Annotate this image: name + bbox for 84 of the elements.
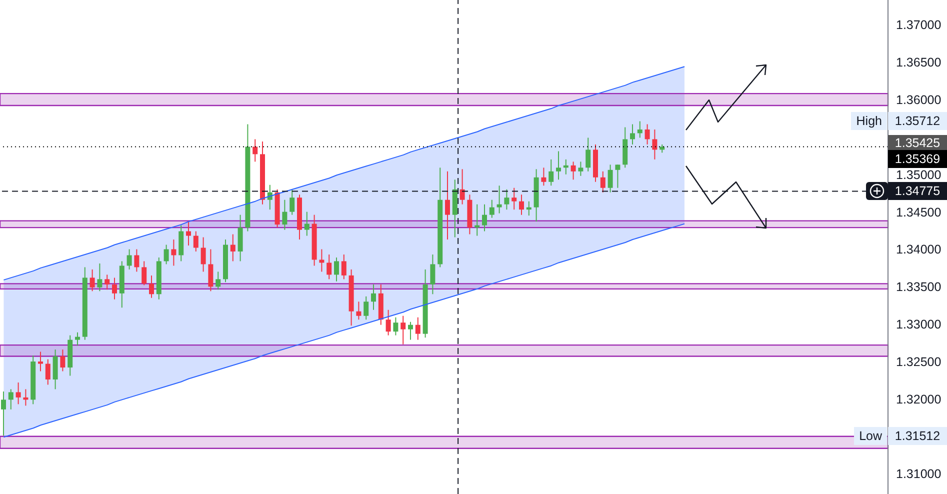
candlestick	[519, 194, 524, 216]
candlestick	[393, 316, 398, 336]
candlestick	[304, 211, 310, 236]
candlestick	[104, 274, 110, 290]
candlestick	[445, 170, 450, 240]
y-tick-label: 1.33000	[896, 318, 942, 332]
candlestick	[496, 185, 502, 214]
candlestick	[600, 170, 606, 193]
candlestick	[548, 158, 554, 186]
candlestick	[52, 349, 58, 390]
candlestick	[290, 188, 295, 216]
text: 1.31512	[888, 426, 947, 445]
y-tick-label: 1.33500	[896, 280, 942, 294]
candlestick	[252, 138, 258, 162]
candlestick	[615, 164, 620, 188]
candlestick	[16, 382, 21, 405]
candlestick	[97, 262, 102, 292]
y-tick-label: 1.32000	[896, 392, 942, 406]
candlestick	[586, 137, 591, 172]
candlestick	[408, 321, 413, 340]
candlestick	[430, 254, 436, 295]
candlestick	[326, 254, 332, 280]
candlestick	[282, 199, 288, 230]
ref-line-label: 1.34775	[888, 182, 947, 200]
candlestick	[364, 296, 369, 320]
candlestick	[142, 260, 147, 286]
candlestick	[341, 254, 346, 280]
candlestick	[482, 204, 487, 232]
candlestick	[504, 188, 510, 210]
candlestick	[186, 221, 191, 246]
candlestick	[60, 349, 66, 372]
candlestick	[164, 244, 169, 265]
candlestick	[171, 239, 176, 266]
candlestick	[371, 284, 376, 310]
candlestick	[134, 248, 140, 272]
y-tick-label: 1.36500	[896, 56, 942, 70]
candlestick	[200, 236, 206, 272]
y-tick-label: 1.34500	[896, 205, 942, 220]
candlestick	[238, 214, 243, 262]
candlestick	[512, 187, 517, 210]
y-tick-label: 1.37000	[896, 18, 942, 32]
candlestick	[45, 358, 50, 386]
candlestick	[356, 301, 362, 320]
annotation: Low	[854, 426, 887, 445]
candlestick	[570, 161, 576, 180]
annotation: High	[851, 112, 887, 130]
candlestick	[178, 224, 184, 262]
y-tick-label: 1.35000	[896, 168, 942, 182]
candlestick	[112, 277, 117, 300]
candlestick	[541, 167, 546, 186]
candlestick	[38, 351, 43, 372]
ref-line-label: 1.35369	[888, 150, 947, 168]
candlestick	[334, 256, 339, 282]
candlestick	[608, 164, 613, 193]
candlestick	[1, 390, 6, 436]
line-series	[3, 66, 685, 280]
y-tick-label: 1.36000	[896, 92, 942, 107]
candlestick	[149, 274, 154, 298]
candlestick	[652, 128, 658, 160]
candlestick	[386, 309, 391, 336]
candlestick	[556, 150, 561, 180]
candlestick	[126, 248, 132, 270]
candlestick	[230, 234, 236, 262]
candlestick	[460, 168, 465, 205]
y-tick-label: 1.31000	[896, 467, 942, 482]
candlestick	[489, 199, 494, 218]
y-tick-label: 1.32500	[896, 354, 942, 369]
candlestick	[319, 248, 324, 272]
candlestick	[630, 124, 635, 145]
candlestick	[75, 332, 80, 346]
text: 1.35425	[888, 134, 947, 151]
candlestick	[644, 124, 650, 145]
candlestick	[400, 315, 406, 345]
candlestick	[216, 271, 221, 290]
candlestick	[193, 230, 198, 252]
candlestick	[208, 248, 214, 292]
candlestick	[415, 316, 420, 340]
candlestick	[90, 268, 95, 292]
candlestick	[578, 161, 584, 176]
y-tick-label: 1.34000	[896, 242, 942, 257]
candlestick	[637, 120, 642, 138]
candlestick	[8, 388, 14, 410]
text: 1.35712	[888, 112, 947, 130]
line-series	[3, 223, 685, 438]
